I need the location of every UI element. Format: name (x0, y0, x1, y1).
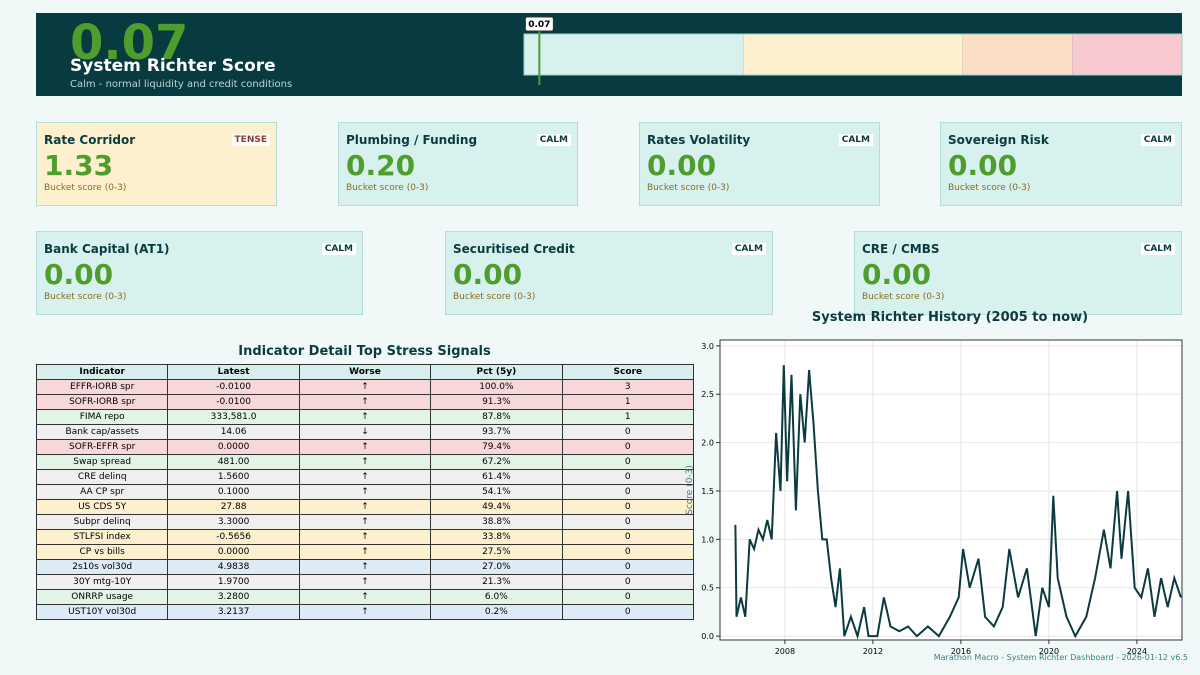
card: Rate Corridor TENSE 1.33 Bucket score (0-3) (36, 122, 277, 206)
column-header: Score (561, 364, 695, 380)
card: Plumbing / Funding CALM 0.20 Bucket score (… (338, 122, 578, 206)
y-tick-label: 2.5 (701, 390, 714, 399)
card-status: CALM (321, 243, 356, 255)
indicator-table: Indicator Latest Worse Pct (5y) Score EFFR-IO… (35, 364, 695, 620)
gauge-label-box (524, 16, 554, 32)
table-row: SOFR-EFFR spr 0.0000 ↑ 79.4% 0 (35, 439, 695, 455)
y-tick-label: 0.0 (701, 632, 714, 641)
card: CRE / CMBS CALM 0.00 Bucket score (0-3) (854, 231, 1182, 315)
table-cell: 0 (561, 604, 695, 620)
card-note: Bucket score (0-3) (453, 292, 536, 302)
card-note: Bucket score (0-3) (862, 292, 945, 302)
score: 0.07 (70, 15, 189, 71)
gauge-band (1072, 34, 1182, 75)
card-status: CALM (1140, 243, 1175, 255)
card-status: CALM (731, 243, 766, 255)
footer: Marathon Macro - System Richter Dashboar… (934, 653, 1188, 662)
card-title: CRE / CMBS (862, 242, 940, 256)
table-row: ONRRP usage 3.2800 ↑ 6.0% 0 (35, 589, 695, 605)
table-row: SOFR-IORB spr -0.0100 ↑ 91.3% 1 (35, 394, 695, 410)
gauge-frame (523, 33, 1183, 76)
y-tick-label: 3.0 (701, 342, 714, 351)
gauge-band (962, 34, 1073, 75)
plot-frame (719, 339, 1183, 641)
line (734, 365, 1182, 640)
table-row: CRE delinq 1.5600 ↑ 61.4% 0 (35, 469, 695, 485)
column-header: Worse (298, 364, 432, 380)
y-tick-label: 2.0 (701, 439, 714, 448)
card-value: 0.00 (948, 149, 1018, 182)
table-cell: UST10Y vol30d (35, 604, 169, 620)
gauge-label: 0.07 (528, 20, 550, 30)
table-row: STLFSI index -0.5656 ↑ 33.8% 0 (35, 529, 695, 545)
card: Rates Volatility CALM 0.00 Bucket score (0-… (639, 122, 880, 206)
card-value: 0.20 (346, 149, 416, 182)
card-title: Securitised Credit (453, 242, 575, 256)
plot-area (720, 340, 1182, 640)
header-row: Indicator Latest Worse Pct (5y) Score (35, 364, 695, 380)
chart-title: System Richter History (2005 to now) (812, 310, 1088, 325)
card-title: Bank Capital (AT1) (44, 242, 170, 256)
table-row: UST10Y vol30d 3.2137 ↑ 0.2% 0 (35, 604, 695, 620)
card-note: Bucket score (0-3) (44, 183, 127, 193)
table-row: FIMA repo 333,581.0 ↑ 87.8% 1 (35, 409, 695, 425)
card-title: Rate Corridor (44, 133, 136, 147)
card: Securitised Credit CALM 0.00 Bucket score (… (445, 231, 773, 315)
column-header: Latest (167, 364, 300, 380)
x-tick-label: 2020 (1039, 647, 1059, 656)
card: Sovereign Risk CALM 0.00 Bucket score (0-3) (940, 122, 1182, 206)
x-tick-label: 2024 (1127, 647, 1147, 656)
card: Bank Capital (AT1) CALM 0.00 Bucket score (… (36, 231, 363, 315)
card-note: Bucket score (0-3) (346, 183, 429, 193)
y-tick-label: 1.5 (701, 487, 714, 496)
card-status: CALM (1140, 134, 1175, 146)
card-value: 0.00 (453, 258, 523, 291)
card-note: Bucket score (0-3) (44, 292, 127, 302)
y-tick-label: 0.5 (701, 584, 714, 593)
x-tick-label: 2008 (775, 647, 795, 656)
card-title: Rates Volatility (647, 133, 751, 147)
card-value: 1.33 (44, 149, 114, 182)
header-subtitle: Calm - normal liquidity and credit condi… (70, 79, 293, 90)
table-cell: ↑ (298, 604, 432, 620)
card-value: 0.00 (647, 149, 717, 182)
table-title: Indicator Detail Top Stress Signals (238, 344, 491, 359)
card-note: Bucket score (0-3) (948, 183, 1031, 193)
column-header: Indicator (35, 364, 169, 380)
card-value: 0.00 (44, 258, 114, 291)
gauge-band (524, 34, 744, 75)
header-title: System Richter Score (70, 56, 276, 76)
card-title: Sovereign Risk (948, 133, 1049, 147)
card-value: 0.00 (862, 258, 932, 291)
x-tick-label: 2012 (863, 647, 883, 656)
y-tick-label: 1.0 (701, 535, 714, 544)
card-status: CALM (536, 134, 571, 146)
table-row: Bank cap/assets 14.06 ↓ 93.7% 0 (35, 424, 695, 440)
gauge-band (743, 34, 963, 75)
x-tick-label: 2016 (951, 647, 971, 656)
card-status: TENSE (231, 134, 270, 146)
card-title: Plumbing / Funding (346, 133, 478, 147)
y-axis-label: Score (0-3) (685, 465, 695, 515)
table-row: AA CP spr 0.1000 ↑ 54.1% 0 (35, 484, 695, 500)
table-row: Subpr delinq 3.3000 ↑ 38.8% 0 (35, 514, 695, 530)
card-status: CALM (838, 134, 873, 146)
card-note: Bucket score (0-3) (647, 183, 730, 193)
